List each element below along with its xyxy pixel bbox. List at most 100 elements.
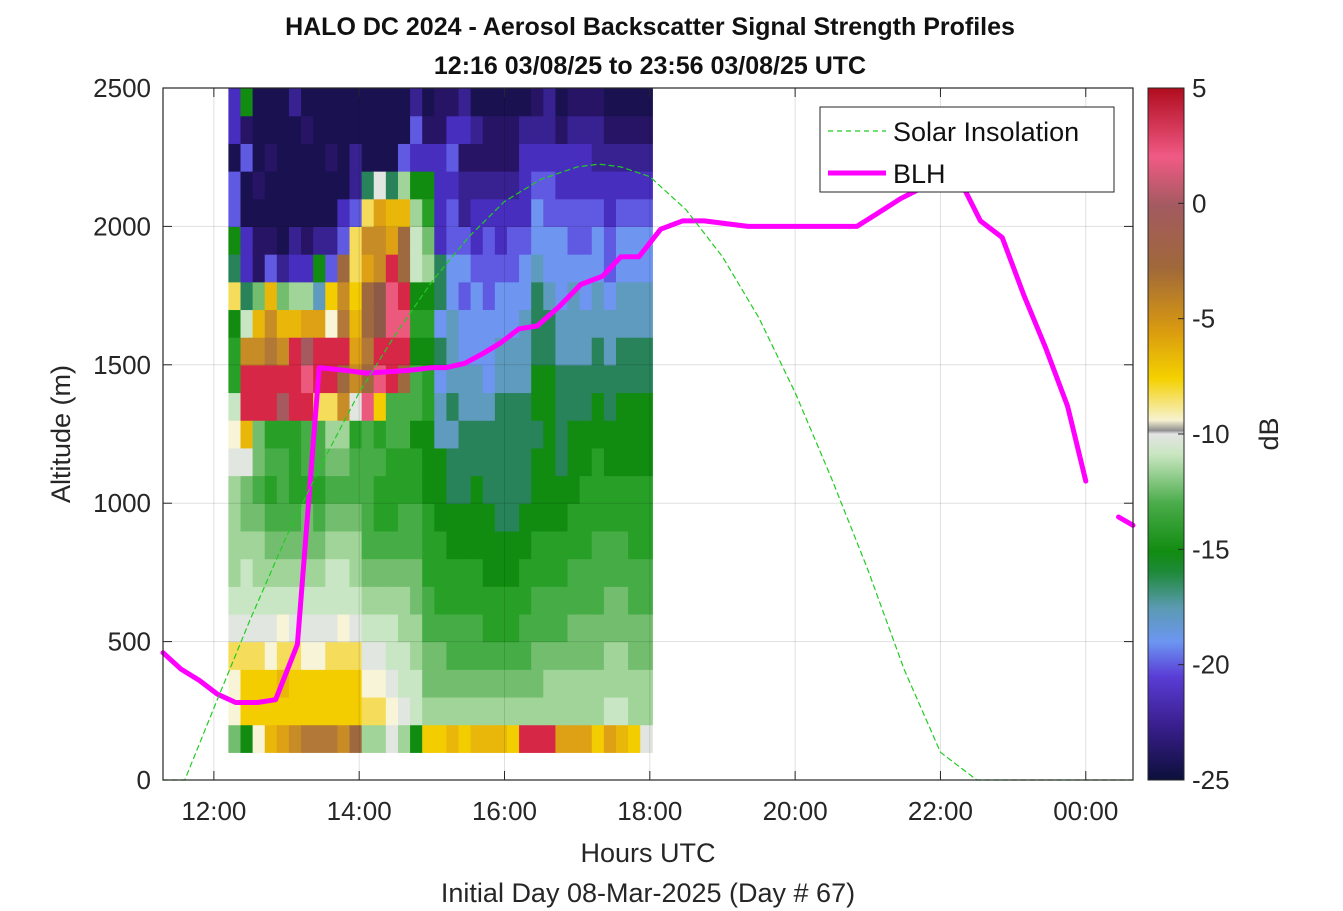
heatmap-cell bbox=[422, 669, 435, 698]
heatmap-cell bbox=[422, 503, 435, 532]
heatmap-cell bbox=[567, 88, 581, 117]
heatmap-cell bbox=[373, 364, 387, 394]
heatmap-cell bbox=[301, 198, 314, 227]
heatmap-cell bbox=[373, 115, 387, 144]
heatmap-cell bbox=[397, 586, 411, 615]
heatmap-cell bbox=[313, 226, 326, 255]
heatmap-cell bbox=[301, 641, 314, 670]
heatmap-cell bbox=[506, 613, 520, 643]
heatmap-cell bbox=[228, 586, 242, 615]
heatmap-cell bbox=[519, 115, 532, 144]
heatmap-cell bbox=[494, 281, 508, 311]
heatmap-cell bbox=[349, 143, 363, 172]
heatmap-cell bbox=[252, 254, 266, 283]
heatmap-cell bbox=[603, 641, 617, 670]
heatmap-cell bbox=[361, 254, 375, 283]
heatmap-cell bbox=[603, 530, 617, 560]
heatmap-cell bbox=[628, 337, 641, 366]
heatmap-cell bbox=[615, 198, 629, 227]
heatmap-cell bbox=[397, 420, 411, 449]
heatmap-cell bbox=[361, 475, 375, 504]
heatmap-cell bbox=[264, 641, 278, 670]
heatmap-cell bbox=[506, 558, 520, 587]
heatmap-cell bbox=[337, 558, 351, 587]
heatmap-cell bbox=[470, 696, 484, 726]
heatmap-cell bbox=[603, 337, 617, 366]
heatmap-cell bbox=[337, 115, 351, 144]
heatmap-cell bbox=[434, 281, 448, 311]
heatmap-cell bbox=[228, 254, 242, 283]
heatmap-cell bbox=[446, 364, 460, 394]
heatmap-cell bbox=[422, 171, 435, 200]
legend-solar-label: Solar Insolation bbox=[893, 117, 1079, 147]
heatmap-cell bbox=[373, 88, 387, 117]
heatmap-cell bbox=[301, 309, 314, 338]
heatmap-cell bbox=[458, 337, 472, 366]
heatmap-cell bbox=[519, 143, 532, 172]
heatmap-cell bbox=[531, 420, 544, 449]
heatmap-cell bbox=[337, 503, 351, 532]
heatmap-cell bbox=[276, 613, 290, 643]
heatmap-cell bbox=[640, 88, 653, 117]
heatmap-cell bbox=[325, 696, 338, 726]
heatmap-cell bbox=[640, 613, 653, 643]
heatmap-cell bbox=[276, 337, 290, 366]
x-tick-label: 12:00 bbox=[181, 796, 246, 826]
heatmap-cell bbox=[337, 669, 351, 698]
heatmap-cell bbox=[276, 392, 290, 421]
heatmap-cell bbox=[361, 226, 375, 255]
heatmap-cell bbox=[240, 309, 254, 338]
heatmap-cell bbox=[264, 88, 278, 117]
heatmap-cell bbox=[422, 696, 435, 726]
heatmap-cell bbox=[301, 171, 314, 200]
heatmap-cell bbox=[446, 530, 460, 560]
colorbar-tick-label: 0 bbox=[1192, 188, 1206, 218]
heatmap-cell bbox=[494, 558, 508, 587]
heatmap-cell bbox=[361, 88, 375, 117]
heatmap-cell bbox=[470, 198, 484, 227]
heatmap-cell bbox=[506, 364, 520, 394]
heatmap-cell bbox=[397, 613, 411, 643]
heatmap-cell bbox=[325, 281, 338, 311]
heatmap-cell bbox=[615, 669, 629, 698]
heatmap-cell bbox=[373, 447, 387, 477]
heatmap-cell bbox=[252, 143, 266, 172]
heatmap-cell bbox=[325, 641, 338, 670]
heatmap-cell bbox=[301, 337, 314, 366]
heatmap-cell bbox=[252, 530, 266, 560]
heatmap-cell bbox=[615, 309, 629, 338]
heatmap-cell bbox=[410, 198, 423, 227]
heatmap-cell bbox=[482, 309, 496, 338]
heatmap-cell bbox=[313, 475, 326, 504]
heatmap-cell bbox=[555, 364, 569, 394]
heatmap-cell bbox=[288, 420, 302, 449]
heatmap-cell bbox=[301, 281, 314, 311]
heatmap-cell bbox=[640, 198, 653, 227]
heatmap-cell bbox=[615, 226, 629, 255]
heatmap-cell bbox=[313, 115, 326, 144]
heatmap-cell bbox=[506, 337, 520, 366]
colorbar-tick-label: -5 bbox=[1192, 304, 1215, 334]
heatmap-cell bbox=[228, 558, 242, 587]
heatmap-cell bbox=[579, 143, 593, 172]
y-axis: 0 500 1000 1500 2000 2500 bbox=[93, 73, 1133, 795]
colorbar-tick-label: -25 bbox=[1192, 765, 1230, 795]
heatmap-cell bbox=[494, 669, 508, 698]
heatmap-cell bbox=[615, 115, 629, 144]
heatmap-cell bbox=[603, 503, 617, 532]
heatmap-cell bbox=[349, 392, 363, 421]
heatmap-cell bbox=[361, 198, 375, 227]
heatmap-cell bbox=[264, 281, 278, 311]
heatmap-cell bbox=[325, 171, 338, 200]
heatmap-cell bbox=[579, 420, 593, 449]
heatmap-cell bbox=[567, 641, 581, 670]
heatmap-cell bbox=[313, 503, 326, 532]
heatmap-cell bbox=[591, 364, 605, 394]
heatmap-cell bbox=[640, 724, 653, 753]
heatmap-cell bbox=[240, 115, 254, 144]
heatmap-cell bbox=[410, 613, 423, 643]
heatmap-cell bbox=[313, 586, 326, 615]
heatmap-cell bbox=[264, 171, 278, 200]
heatmap-cell bbox=[349, 530, 363, 560]
heatmap-cell bbox=[240, 420, 254, 449]
